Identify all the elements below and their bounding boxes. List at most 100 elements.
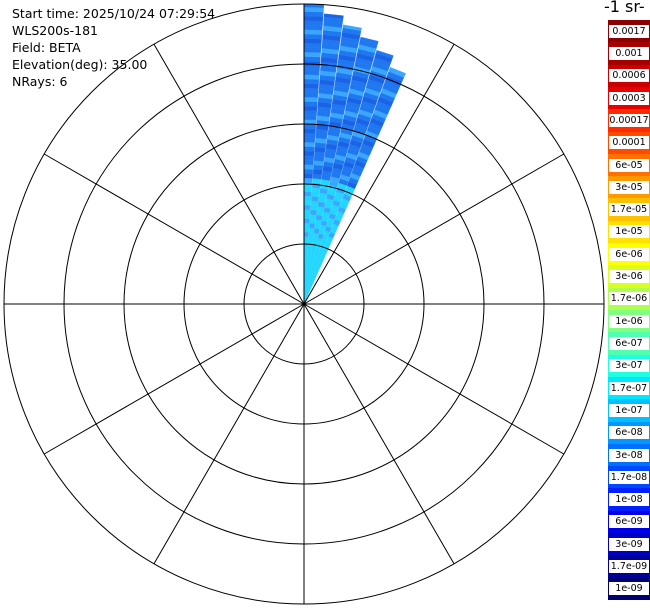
- ray-gate: [323, 13, 344, 19]
- ray-gate: [308, 227, 315, 233]
- ray-gate: [303, 60, 321, 67]
- ray-gate: [303, 186, 312, 192]
- ray-gate: [303, 168, 314, 174]
- colorbar-tick-label: 1.7e-08: [609, 470, 649, 484]
- ray-gate: [311, 196, 319, 202]
- colorbar-tick-label: 3e-08: [609, 448, 649, 462]
- ray-gate: [303, 96, 318, 103]
- ray-gate: [307, 245, 313, 251]
- colorbar-tick-label: 3e-06: [609, 270, 649, 284]
- ray-gate: [303, 47, 322, 53]
- ray-gate: [308, 236, 314, 242]
- colorbar-tick-label: 1.7e-06: [609, 292, 649, 306]
- ray-gate: [303, 69, 320, 76]
- ray-gate: [303, 42, 322, 49]
- ray-gate: [310, 205, 318, 211]
- ray-gate: [303, 114, 317, 121]
- colorbar-tick-label: 0.0017: [609, 24, 649, 38]
- radial-line: [43, 303, 305, 455]
- ray-gate: [303, 195, 312, 201]
- ray-gate: [303, 231, 309, 237]
- colorbar-tick-label: 6e-09: [609, 515, 649, 529]
- ray-gate: [303, 200, 312, 206]
- colorbar-tick-label: 1.7e-09: [609, 560, 649, 574]
- colorbar-tick-label: 1.7e-05: [609, 203, 649, 217]
- ray-gate: [303, 236, 309, 242]
- ray-gate: [303, 128, 316, 134]
- ray-gate: [303, 6, 324, 13]
- ppi-polar-plot: [3, 3, 605, 605]
- radial-line: [153, 43, 305, 305]
- ray-gate: [303, 101, 318, 107]
- colorbar-tick-label: 6e-08: [609, 426, 649, 440]
- ray-gate: [303, 218, 310, 224]
- colorbar-tick-label: 1e-08: [609, 493, 649, 507]
- ray-gate: [310, 200, 319, 207]
- ray-gate: [303, 15, 324, 22]
- ray-gate: [303, 159, 314, 165]
- ray-gate: [303, 92, 319, 98]
- colorbar-tick-label: 6e-07: [609, 336, 649, 350]
- start-time-label: Start time: 2025/10/24 07:29:54: [12, 6, 216, 21]
- colorbar-tick-label: 1e-09: [609, 582, 649, 596]
- ray-gate: [303, 137, 316, 143]
- ray-gate: [308, 232, 314, 238]
- ray-gate: [303, 155, 314, 161]
- ray-gate: [307, 249, 312, 256]
- ray-gate: [303, 11, 324, 17]
- ray-gate: [309, 218, 316, 224]
- ray-gate: [303, 146, 315, 152]
- ray-gate: [303, 83, 319, 89]
- colorbar-tick-label: 1.7e-07: [609, 381, 649, 395]
- ray-gate: [303, 74, 320, 80]
- radial-line: [303, 153, 565, 305]
- colorbar-units-title: -1 sr-: [604, 0, 645, 16]
- ray-gate: [303, 150, 315, 156]
- colorbar: 0.0017 0.001 0.0006 0.0003 0.00017 0.0001 6e-0…: [608, 20, 650, 601]
- ray-gate: [306, 254, 311, 260]
- radial-line: [153, 303, 305, 565]
- colorbar-tick-label: 0.0001: [609, 136, 649, 150]
- colorbar-tick-label: 1e-07: [609, 403, 649, 417]
- ray-gate: [303, 56, 321, 62]
- colorbar-tick-label: 3e-09: [609, 537, 649, 551]
- ray-gate: [303, 191, 312, 197]
- ray-gate: [303, 182, 313, 188]
- ray-gate: [303, 20, 323, 26]
- colorbar-tick-label: 3e-05: [609, 180, 649, 194]
- ray-gate: [303, 209, 311, 215]
- nrays-label: NRays: 6: [12, 74, 68, 89]
- colorbar-tick-label: 0.0006: [609, 69, 649, 83]
- ray-gate: [303, 65, 320, 71]
- radial-line: [43, 153, 305, 305]
- colorbar-tick-label: 0.001: [609, 46, 649, 60]
- ray-gate: [303, 227, 310, 233]
- ray-gate: [303, 177, 313, 183]
- ray-gate: [375, 50, 394, 59]
- scan-info: Start time: 2025/10/24 07:29:54 WLS200s-…: [12, 5, 215, 90]
- ray-gate: [303, 245, 309, 251]
- ray-gate: [303, 141, 315, 148]
- colorbar-tick-label: 6e-06: [609, 247, 649, 261]
- field-label: Field: BETA: [12, 40, 81, 55]
- radial-line: [303, 43, 455, 305]
- ray-gate: [303, 51, 321, 58]
- ray-gate: [303, 249, 308, 255]
- ray-gate: [307, 240, 313, 247]
- ray-gate: [303, 105, 318, 112]
- elevation-label: Elevation(deg): 35.00: [12, 57, 148, 72]
- colorbar-tick-label: 6e-05: [609, 158, 649, 172]
- ray-gate: [303, 132, 316, 139]
- colorbar-tick-label: 1e-05: [609, 225, 649, 239]
- ray-gate: [388, 67, 406, 78]
- radial-line: [303, 303, 565, 455]
- ray-gate: [310, 209, 317, 215]
- ray-gate: [303, 29, 323, 35]
- ray-gate: [303, 24, 323, 31]
- colorbar-tick-label: 3e-07: [609, 359, 649, 373]
- ray-gate: [303, 204, 311, 210]
- ray-gate: [303, 173, 313, 179]
- ray-gate: [342, 24, 362, 32]
- instrument-label: WLS200s-181: [12, 23, 98, 38]
- ray-gate: [359, 36, 379, 45]
